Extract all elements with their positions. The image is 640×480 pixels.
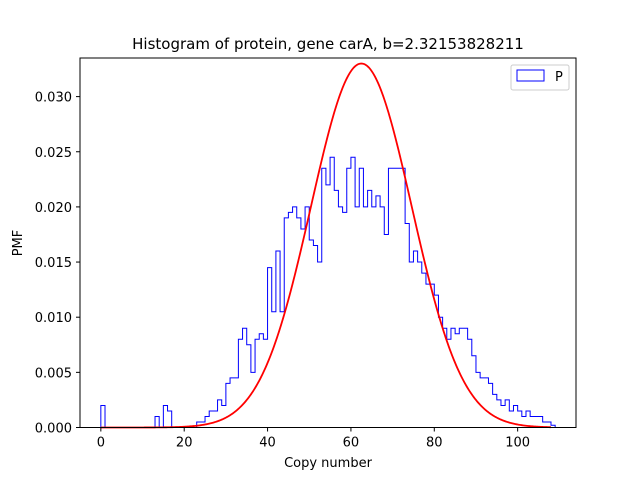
x-axis-title: Copy number: [284, 456, 373, 471]
x-tick-label: 40: [259, 436, 276, 451]
y-tick-label: 0.000: [35, 422, 72, 437]
x-tick-label: 0: [97, 436, 105, 451]
y-tick-label: 0.005: [35, 366, 72, 381]
y-axis: 0.000 0.005 0.010 0.015 0.020 0.025 0.030: [35, 91, 80, 437]
axes-frame: [79, 57, 577, 428]
y-tick-label: 0.015: [35, 256, 72, 271]
legend-box: [510, 64, 570, 91]
x-axis: 0 20 40 60 80 100: [97, 427, 530, 451]
y-tick-label: 0.025: [35, 146, 72, 161]
y-tick-label: 0.020: [35, 201, 72, 216]
y-tick-label: 0.010: [35, 311, 72, 326]
legend-swatch: [516, 69, 545, 82]
legend-label: P: [555, 70, 563, 85]
legend: P: [510, 64, 570, 91]
x-tick-label: 20: [176, 436, 193, 451]
histogram-series-p: [100, 156, 556, 428]
y-tick-label: 0.030: [35, 91, 72, 106]
x-tick-label: 80: [426, 436, 443, 451]
x-tick-label: 60: [343, 436, 360, 451]
x-tick-label: 100: [505, 436, 530, 451]
y-axis-title: PMF: [11, 230, 26, 257]
chart-title: Histogram of protein, gene carA, b=2.321…: [132, 35, 524, 53]
